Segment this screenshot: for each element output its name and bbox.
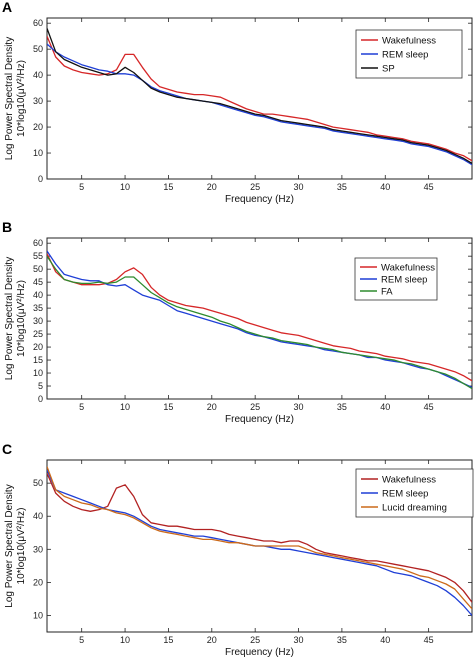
series-line-lucid-dreaming <box>47 466 472 610</box>
x-tick-label: 45 <box>424 402 434 412</box>
plot-frame <box>46 17 473 180</box>
x-tick-label: 5 <box>79 635 84 645</box>
x-tick-label: 10 <box>120 182 130 192</box>
legend-entry: Lucid dreaming <box>382 503 447 514</box>
plot-frame <box>46 237 473 400</box>
legend-entry: Wakefulness <box>382 475 436 486</box>
y-tick-label: 30 <box>33 544 43 554</box>
x-tick-label: 10 <box>120 402 130 412</box>
y-tick-label: 60 <box>33 238 43 248</box>
x-tick-label: 15 <box>163 182 173 192</box>
y-tick-label: 60 <box>33 18 43 28</box>
legend-entry: REM sleep <box>382 489 428 500</box>
x-tick-label: 30 <box>294 402 304 412</box>
y-tick-label: 5 <box>38 381 43 391</box>
series-line-wakefulness <box>47 35 472 162</box>
x-tick-label: 40 <box>380 635 390 645</box>
legend-entry: Wakefulness <box>382 36 436 47</box>
y-tick-label: 30 <box>33 96 43 106</box>
series-line-rem-sleep <box>47 43 472 166</box>
y-tick-label: 25 <box>33 329 43 339</box>
y-axis-label: Log Power Spectral Density <box>4 37 15 160</box>
panel-label: B <box>2 219 12 235</box>
y-tick-label: 35 <box>33 303 43 313</box>
legend-entry: Wakefulness <box>381 263 435 274</box>
y-axis-label: Log Power Spectral Density <box>4 484 15 607</box>
series-line-fa <box>47 255 472 390</box>
x-tick-label: 40 <box>380 182 390 192</box>
y-axis-label-units: 10*log10(μV²/Hz) <box>16 60 27 137</box>
x-tick-label: 45 <box>424 635 434 645</box>
x-tick-label: 15 <box>163 635 173 645</box>
x-tick-label: 5 <box>79 182 84 192</box>
legend-entry: REM sleep <box>382 50 428 61</box>
legend-box <box>354 257 438 301</box>
y-tick-label: 10 <box>33 148 43 158</box>
y-tick-label: 45 <box>33 277 43 287</box>
y-tick-label: 40 <box>33 290 43 300</box>
y-tick-label: 10 <box>33 368 43 378</box>
y-tick-label: 50 <box>33 264 43 274</box>
x-tick-label: 25 <box>250 635 260 645</box>
plot-frame <box>46 459 473 633</box>
panel-b: B 5 10 15 20 25 30 35 40 45 0 5 10 15 20 25 30 35 40 45 50 55… <box>2 219 473 425</box>
legend: Wakefulness REM sleep Lucid dreaming <box>355 468 474 518</box>
y-tick-label: 15 <box>33 355 43 365</box>
x-tick-label: 30 <box>294 635 304 645</box>
y-tick-label: 40 <box>33 70 43 80</box>
x-tick-label: 10 <box>120 635 130 645</box>
y-tick-label: 0 <box>38 394 43 404</box>
y-tick-label: 30 <box>33 316 43 326</box>
panel-label: A <box>2 0 12 15</box>
x-tick-label: 20 <box>207 182 217 192</box>
x-axis-label: Frequency (Hz) <box>225 414 294 425</box>
x-tick-label: 20 <box>207 402 217 412</box>
y-tick-label: 50 <box>33 478 43 488</box>
y-tick-label: 55 <box>33 251 43 261</box>
y-tick-label: 10 <box>33 610 43 620</box>
x-tick-label: 15 <box>163 402 173 412</box>
panel-label: C <box>2 441 12 457</box>
legend: Wakefulness REM sleep SP <box>355 29 463 79</box>
x-tick-label: 35 <box>337 402 347 412</box>
legend-entry: FA <box>381 287 393 298</box>
panel-c: C 5 10 15 20 25 30 35 40 45 10 20 30 40 50 Frequency (H… <box>2 441 474 658</box>
x-tick-label: 35 <box>337 635 347 645</box>
x-tick-label: 40 <box>380 402 390 412</box>
series-line-sp <box>47 28 472 164</box>
y-tick-label: 0 <box>38 174 43 184</box>
x-tick-label: 5 <box>79 402 84 412</box>
y-tick-label: 20 <box>33 122 43 132</box>
y-tick-label: 50 <box>33 44 43 54</box>
legend-entry: REM sleep <box>381 275 427 286</box>
y-axis-label: Log Power Spectral Density <box>4 257 15 380</box>
x-tick-label: 25 <box>250 402 260 412</box>
x-tick-label: 20 <box>207 635 217 645</box>
x-axis-label: Frequency (Hz) <box>225 647 294 658</box>
x-axis-label: Frequency (Hz) <box>225 194 294 205</box>
x-tick-label: 25 <box>250 182 260 192</box>
y-tick-label: 20 <box>33 342 43 352</box>
y-tick-label: 40 <box>33 511 43 521</box>
x-tick-label: 30 <box>294 182 304 192</box>
series-line-wakefulness <box>47 253 472 382</box>
panel-a: A 5 10 15 20 25 30 35 40 45 0 10 20 30 40 50 60 Frequency… <box>2 0 473 205</box>
y-axis-label-units: 10*log10(μV²/Hz) <box>16 508 27 585</box>
series-line-wakefulness <box>47 472 472 603</box>
y-tick-label: 20 <box>33 577 43 587</box>
legend-entry: SP <box>382 64 395 75</box>
x-tick-label: 35 <box>337 182 347 192</box>
x-tick-label: 45 <box>424 182 434 192</box>
y-axis-label-units: 10*log10(μV²/Hz) <box>16 280 27 357</box>
